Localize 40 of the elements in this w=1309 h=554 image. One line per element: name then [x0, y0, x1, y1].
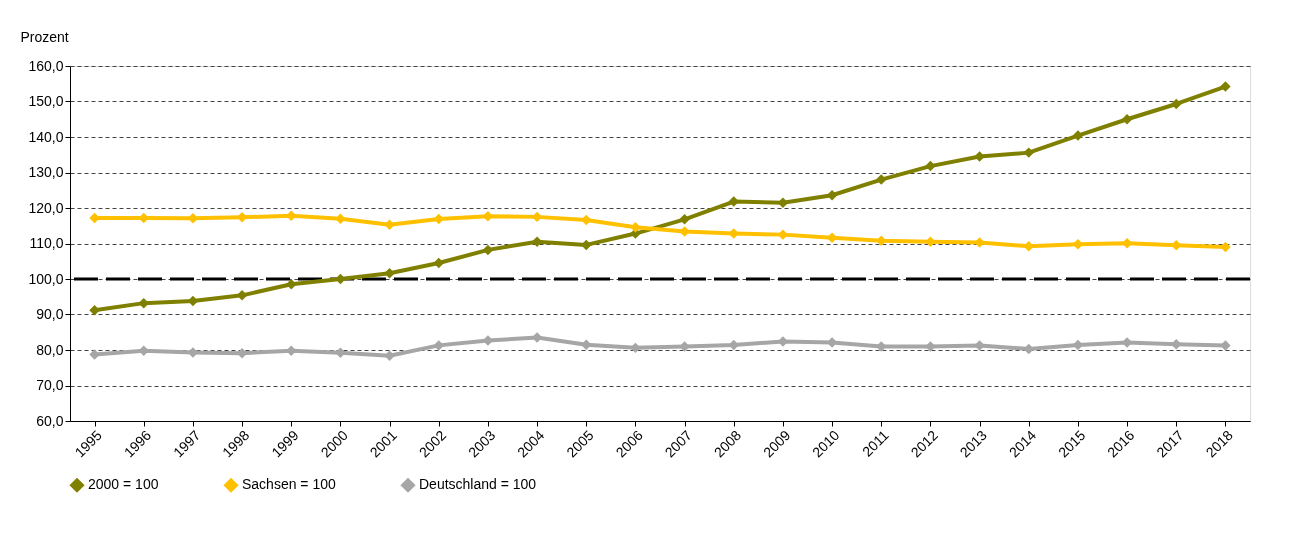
point — [679, 214, 690, 225]
point — [1171, 98, 1182, 110]
legend-label: 2000 = 100 — [88, 476, 159, 493]
y-tick-label: 70,0 — [36, 377, 64, 393]
point — [1220, 81, 1231, 92]
point — [384, 219, 395, 230]
legend-label: Deutschland = 100 — [419, 476, 537, 493]
point — [433, 257, 444, 269]
point — [581, 214, 592, 226]
y-tick-label: 150,0 — [28, 93, 64, 109]
point — [286, 279, 297, 290]
y-tick-label: 160,0 — [28, 57, 64, 74]
point — [433, 340, 444, 351]
point — [581, 239, 592, 251]
point — [138, 297, 149, 309]
y-tick-label: 140,0 — [28, 128, 64, 145]
point — [1220, 241, 1231, 253]
y-tick-label: 80,0 — [36, 341, 64, 358]
point — [1072, 130, 1084, 141]
point — [925, 160, 936, 172]
y-tick-label: 100,0 — [28, 270, 64, 287]
y-tick-label: 120,0 — [28, 199, 64, 216]
point — [1023, 241, 1034, 252]
point — [728, 196, 739, 207]
y-tick-label: 60,0 — [36, 412, 64, 429]
y-tick-label: 110,0 — [29, 235, 64, 251]
point — [335, 213, 346, 224]
legend-label: Sachsen = 100 — [242, 476, 337, 493]
point — [630, 221, 641, 233]
point — [89, 305, 100, 316]
y-tick-label: 130,0 — [28, 164, 64, 180]
point — [384, 268, 395, 279]
point — [1023, 147, 1034, 158]
y-axis-title: Prozent — [20, 28, 69, 45]
point — [335, 273, 346, 285]
point — [433, 213, 444, 225]
y-tick-label: 90,0 — [36, 306, 64, 322]
point — [974, 151, 985, 162]
point — [1121, 114, 1133, 125]
point — [876, 174, 887, 185]
